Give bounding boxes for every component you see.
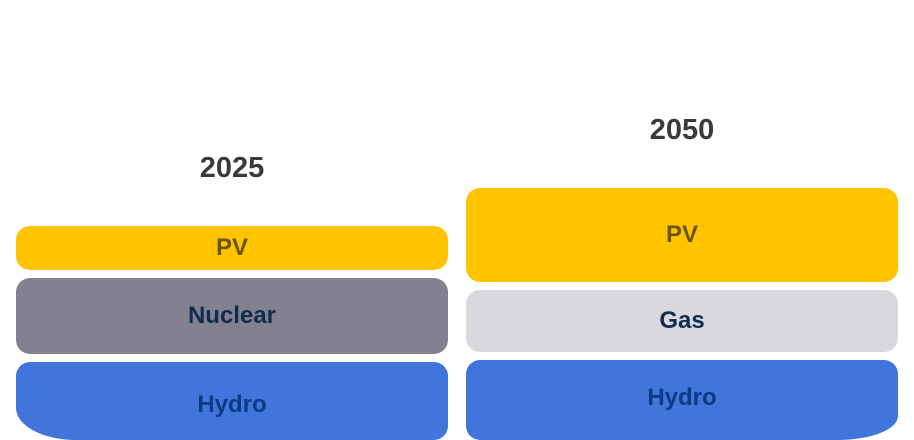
block-nuclear-2025: Nuclear (16, 278, 448, 354)
block-gas-2050: Gas (466, 290, 898, 352)
block-hydro-2025: Hydro (16, 362, 448, 440)
block-hydro-2050: Hydro (466, 360, 898, 440)
column-title-2025: 2025 (199, 152, 265, 184)
block-pv-2050: PV (466, 188, 898, 282)
column-title-2050: 2050 (649, 114, 715, 146)
block-pv-2025: PV (16, 226, 448, 270)
